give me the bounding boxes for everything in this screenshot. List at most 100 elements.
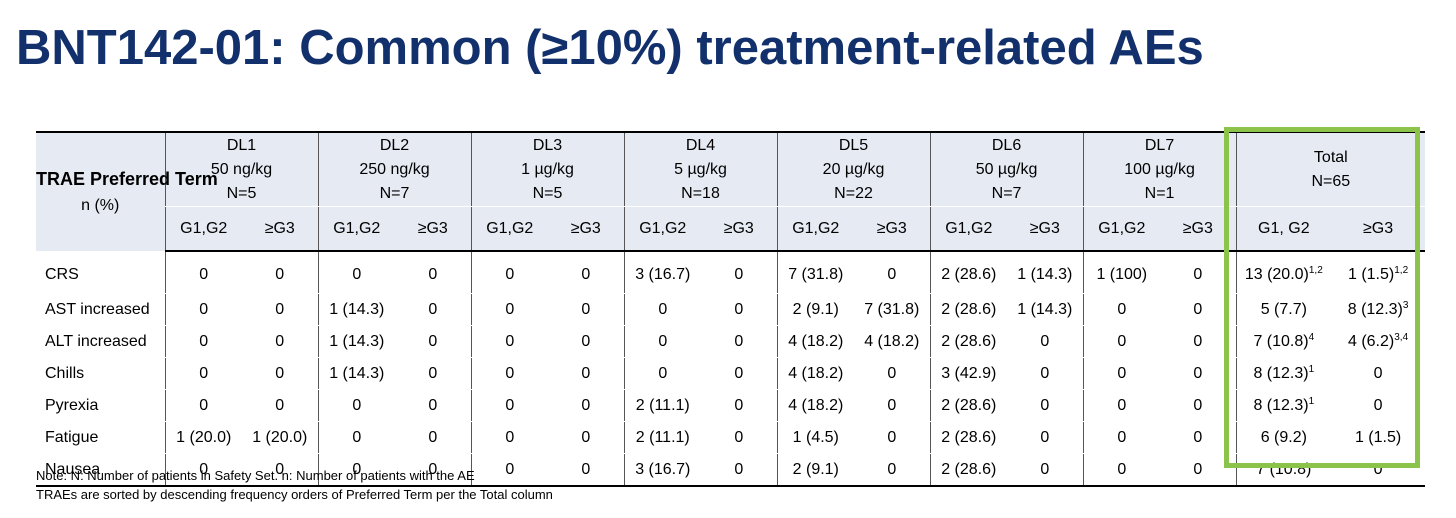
value-cell: 0: [470, 293, 549, 326]
value-cell: 0: [548, 357, 625, 390]
value-cell: 0: [701, 251, 778, 294]
value-cell: 0: [470, 357, 549, 390]
dose-level-name: DL7: [1144, 136, 1175, 154]
value-cell: 0: [1007, 357, 1084, 390]
dose-level-name: DL6: [991, 136, 1022, 154]
value-cell: 2 (11.1): [623, 421, 702, 454]
total-header: Total N=65: [1235, 131, 1426, 207]
value-cell: 4 (18.2): [776, 357, 855, 390]
value-cell: 0: [395, 453, 472, 487]
value-cell: 0: [395, 421, 472, 454]
value-cell: 0: [701, 357, 778, 390]
dose-level-header: DL7 100 µg/kg N=1: [1082, 131, 1237, 207]
value-cell: 0: [1007, 453, 1084, 487]
total-cell: 1 (1.5)1,2: [1331, 251, 1426, 294]
value-cell: 4 (18.2): [776, 325, 855, 358]
total-value: 1 (1.5): [1354, 429, 1402, 446]
dose-level-dose: 50 µg/kg: [975, 160, 1038, 178]
value-cell: 4 (18.2): [854, 325, 931, 358]
header-row-groups: TRAE Preferred Term n (%) DL1 50 ng/kg N=5…: [36, 131, 1426, 252]
table-row: CRS 0 0 0 0 0 0 3 (16.7) 0 7 (31.8) 0 2 (28.6) 1 (14…: [36, 251, 1426, 294]
value-cell: 0: [470, 453, 549, 487]
total-value: 0: [1373, 365, 1383, 382]
dose-level-dose: 250 ng/kg: [359, 160, 430, 178]
value-cell: 1 (100): [1082, 251, 1161, 294]
value-cell: 3 (16.7): [623, 453, 702, 487]
total-cell: 5 (7.7): [1235, 293, 1332, 326]
value-cell: 1 (14.3): [1007, 251, 1084, 294]
grade-header: G1,G2: [164, 206, 242, 252]
dose-level-n: N=7: [991, 184, 1022, 202]
value-cell: 1 (14.3): [317, 325, 396, 358]
total-cell: 6 (9.2): [1235, 421, 1332, 454]
value-cell: 2 (28.6): [929, 293, 1008, 326]
total-cell: 0: [1331, 389, 1426, 422]
value-cell: 0: [164, 357, 242, 390]
dose-level-header: DL4 5 µg/kg N=18: [623, 131, 778, 207]
footnote-ref: 1,2: [1308, 265, 1323, 276]
value-cell: 0: [1160, 325, 1237, 358]
value-cell: 0: [395, 357, 472, 390]
value-cell: 0: [164, 389, 242, 422]
total-cell: 4 (6.2)3,4: [1331, 325, 1426, 358]
row-header-unit: n (%): [81, 196, 120, 214]
value-cell: 0: [1082, 293, 1161, 326]
dose-level-n: N=18: [681, 184, 720, 202]
value-cell: 0: [1082, 389, 1161, 422]
value-cell: 0: [854, 421, 931, 454]
dose-level-name: DL3: [532, 136, 563, 154]
table-row: Nausea 0 0 0 0 0 0 3 (16.7) 0 2 (9.1) 0 2 (28.6) 0 0 0…: [36, 453, 1426, 487]
total-value: 1 (1.5): [1347, 266, 1395, 283]
value-cell: 0: [164, 325, 242, 358]
total-value: 8 (12.3): [1253, 397, 1309, 414]
footnote-line: TRAEs are sorted by descending frequency…: [36, 487, 553, 502]
dose-level-name: DL2: [379, 136, 410, 154]
grade-header: G1,G2: [929, 206, 1008, 252]
dose-level-header: DL5 20 µg/kg N=22: [776, 131, 931, 207]
total-value: 5 (7.7): [1260, 301, 1307, 318]
total-value: 7 (10.8): [1256, 461, 1312, 478]
value-cell: 0: [1007, 325, 1084, 358]
total-value: 4 (6.2): [1347, 333, 1395, 350]
value-cell: 0: [701, 453, 778, 487]
value-cell: 2 (28.6): [929, 421, 1008, 454]
dose-level-header: DL6 50 µg/kg N=7: [929, 131, 1084, 207]
value-cell: 0: [242, 251, 319, 294]
value-cell: 0: [548, 325, 625, 358]
value-cell: 1 (20.0): [242, 421, 319, 454]
dose-level-dose: 20 µg/kg: [822, 160, 885, 178]
value-cell: 1 (4.5): [776, 421, 855, 454]
dose-level-name: DL1: [226, 136, 257, 154]
preferred-term: ALT increased: [45, 333, 147, 350]
value-cell: 0: [242, 357, 319, 390]
value-cell: 0: [548, 453, 625, 487]
value-cell: 0: [317, 421, 396, 454]
value-cell: 0: [1007, 421, 1084, 454]
table-row: AST increased 0 0 1 (14.3) 0 0 0 0 0 2 (9.1) 7 (31…: [36, 293, 1426, 326]
preferred-term: AST increased: [45, 301, 150, 318]
value-cell: 7 (31.8): [854, 293, 931, 326]
value-cell: 0: [1160, 389, 1237, 422]
footnote-line: Note: N: Number of patients in Safety Se…: [36, 468, 475, 483]
value-cell: 0: [164, 453, 242, 487]
value-cell: 1 (14.3): [317, 357, 396, 390]
value-cell: 0: [242, 389, 319, 422]
value-cell: 0: [854, 357, 931, 390]
dose-level-n: N=5: [226, 184, 257, 202]
value-cell: 0: [1082, 421, 1161, 454]
footnote-ref: 1: [1308, 396, 1315, 407]
dose-level-n: N=22: [834, 184, 873, 202]
dose-level-name: DL4: [685, 136, 716, 154]
total-cell: 0: [1331, 453, 1426, 487]
value-cell: 0: [701, 325, 778, 358]
table-body: CRS 0 0 0 0 0 0 3 (16.7) 0 7 (31.8) 0 2 (28.6) 1 (14…: [36, 251, 1426, 487]
grade-header: ≥G3: [242, 206, 319, 252]
total-cell: 7 (10.8)4: [1235, 325, 1332, 358]
dose-level-dose: 100 µg/kg: [1124, 160, 1195, 178]
grade-header: G1,G2: [623, 206, 702, 252]
total-grade-header: G1, G2: [1235, 206, 1332, 252]
value-cell: 7 (31.8): [776, 251, 855, 294]
footnote-ref: 4: [1308, 332, 1315, 343]
total-cell: 13 (20.0)1,2: [1235, 251, 1332, 294]
grade-header: ≥G3: [701, 206, 778, 252]
